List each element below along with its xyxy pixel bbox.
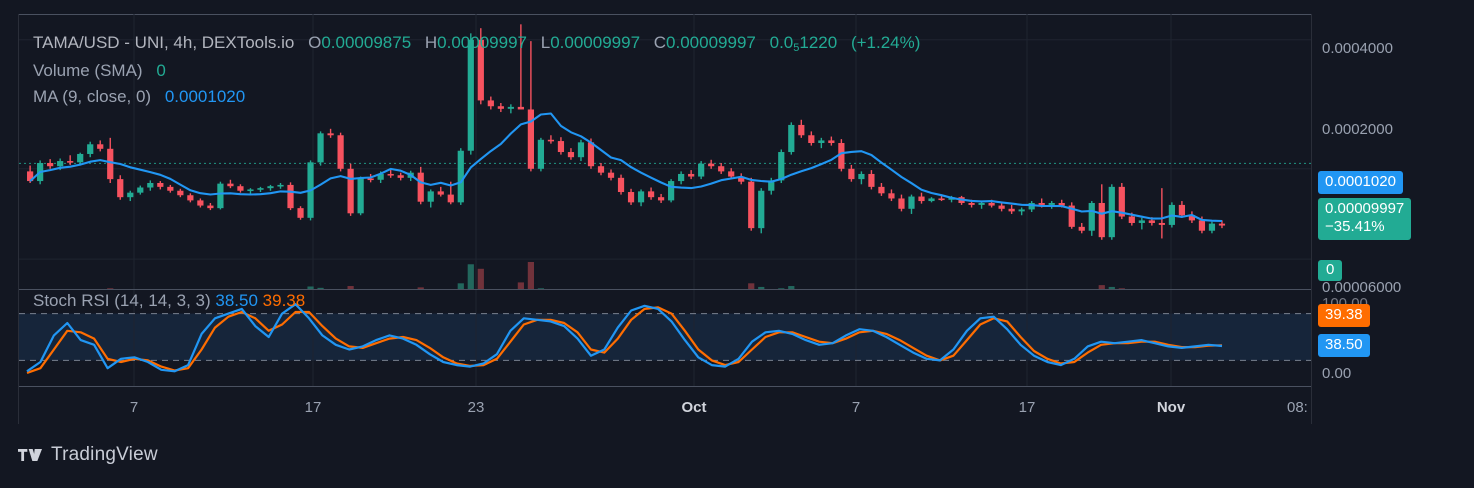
- time-axis[interactable]: 7 17 23 Oct 7 17 Nov 08:: [19, 387, 1311, 424]
- pane-separator-top: [19, 14, 1457, 15]
- time-tick-4: 7: [851, 399, 861, 416]
- price-tick-0: 0.0004000: [1322, 40, 1393, 57]
- pane-separator-middle[interactable]: [19, 289, 1457, 290]
- time-tick-1: 17: [304, 399, 322, 416]
- price-axis[interactable]: 0.0004000 0.0002000 0.00006000 0.0001020…: [1311, 14, 1457, 424]
- osc-tick-bottom: 0.00: [1322, 365, 1352, 382]
- last-price-change: −35.41%: [1325, 218, 1385, 236]
- stoch-k-badge[interactable]: 38.50: [1318, 334, 1370, 358]
- tradingview-logo-icon: [18, 449, 42, 461]
- price-tick-1: 0.0002000: [1322, 121, 1393, 138]
- time-tick-0: 7: [129, 399, 139, 416]
- brand-name: TradingView: [51, 444, 158, 465]
- candlestick-canvas[interactable]: [19, 14, 1311, 289]
- pane-separator-bottom: [19, 386, 1457, 387]
- stoch-rsi-pane[interactable]: [19, 290, 1311, 386]
- time-tick-5: 17: [1018, 399, 1036, 416]
- price-pane[interactable]: [19, 14, 1311, 289]
- chart-frame: TAMA/USD - UNI, 4h, DEXTools.io O0.00009…: [18, 14, 1457, 424]
- tradingview-branding[interactable]: TradingView: [18, 444, 158, 466]
- last-price-badge[interactable]: 0.00009997 −35.41%: [1318, 198, 1412, 240]
- volume-value-badge[interactable]: 0: [1318, 260, 1343, 282]
- time-tick-7: 08:: [1287, 399, 1308, 416]
- price-tick-2: 0.00006000: [1322, 279, 1402, 296]
- time-tick-2: 23: [467, 399, 485, 416]
- ma-price-badge[interactable]: 0.0001020: [1318, 171, 1403, 195]
- last-price-value: 0.00009997: [1325, 200, 1405, 217]
- stoch-d-badge[interactable]: 39.38: [1318, 304, 1370, 328]
- time-tick-3: Oct: [681, 399, 707, 416]
- stoch-rsi-canvas[interactable]: [19, 290, 1311, 386]
- time-tick-6: Nov: [1156, 399, 1186, 416]
